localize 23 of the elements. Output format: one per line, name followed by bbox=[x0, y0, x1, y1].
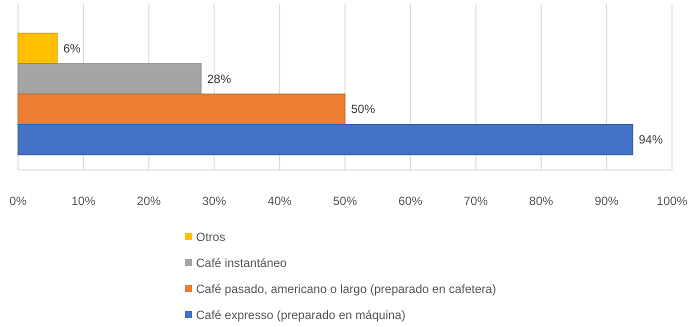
x-tick-label: 80% bbox=[529, 194, 554, 208]
bar bbox=[18, 124, 634, 156]
x-tick-label: 0% bbox=[9, 194, 27, 208]
x-tick-label: 10% bbox=[71, 194, 96, 208]
data-label: 28% bbox=[207, 72, 232, 86]
bar bbox=[18, 94, 346, 125]
legend-label: Otros bbox=[196, 230, 226, 244]
legend-label: Café expresso (preparado en máquina) bbox=[196, 308, 406, 322]
x-tick-label: 40% bbox=[268, 194, 292, 208]
data-label: 6% bbox=[63, 41, 81, 56]
x-tick-label: 100% bbox=[656, 194, 688, 208]
x-tick-label: 20% bbox=[136, 194, 162, 208]
x-tick-label: 70% bbox=[464, 194, 488, 208]
x-tick-label: 60% bbox=[398, 194, 423, 208]
data-label: 50% bbox=[351, 102, 376, 116]
x-tick-label: 50% bbox=[332, 194, 358, 208]
bar bbox=[18, 63, 202, 94]
legend-label: Café instantáneo bbox=[196, 256, 288, 270]
x-tick-label: 30% bbox=[202, 194, 227, 208]
x-tick-label: 90% bbox=[594, 194, 619, 208]
bar bbox=[18, 32, 58, 64]
legend-label: Café pasado, americano o largo (preparado en cafetera) bbox=[196, 282, 496, 296]
data-label: 94% bbox=[638, 132, 664, 147]
